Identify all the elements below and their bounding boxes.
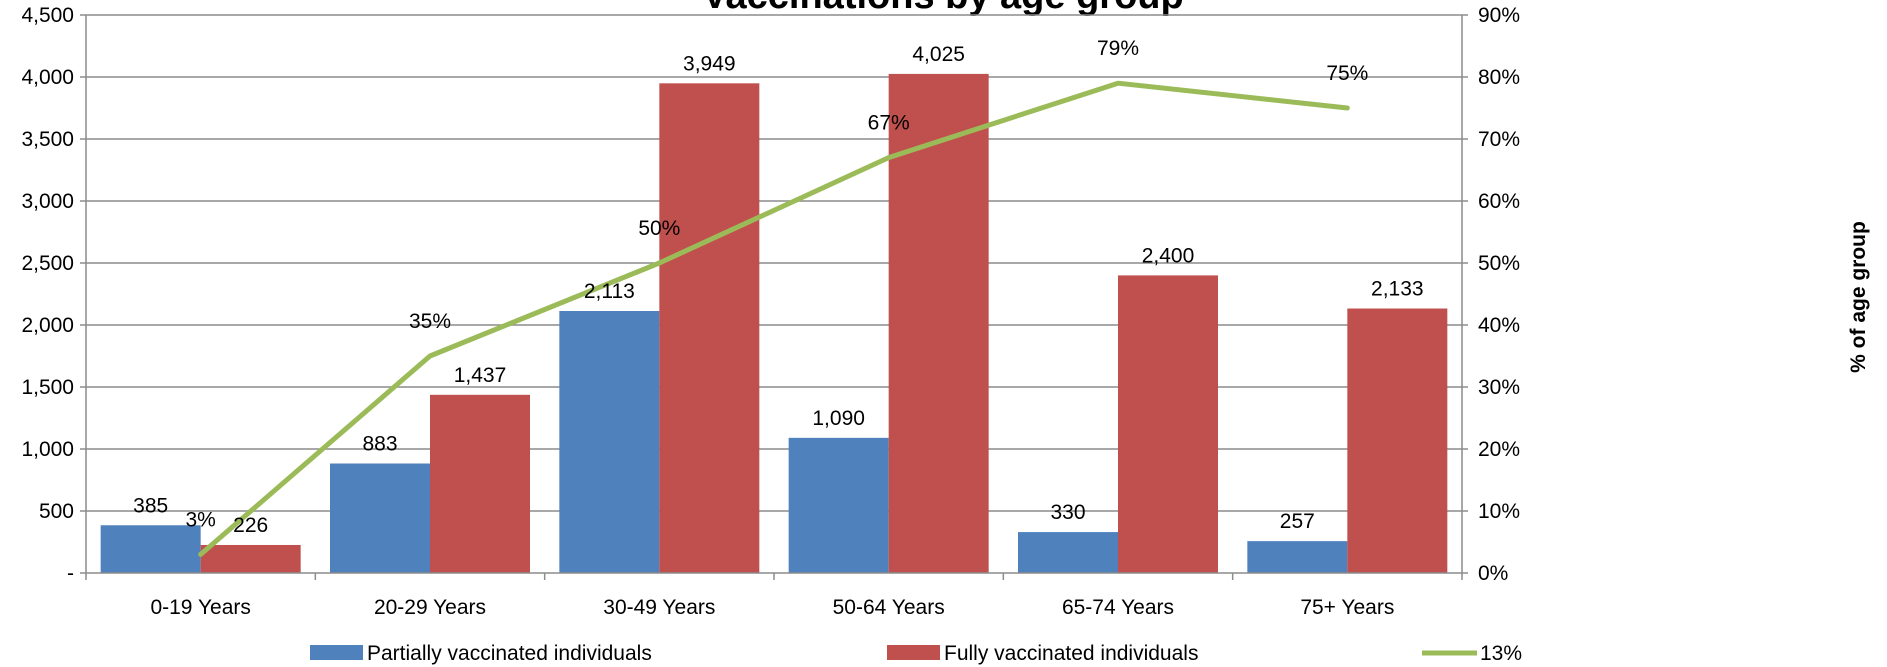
- x-tick-label: 20-29 Years: [374, 596, 486, 619]
- line-value-label: 35%: [409, 310, 451, 333]
- y2-tick-label: 60%: [1478, 190, 1520, 213]
- y2-tick-label: 10%: [1478, 500, 1520, 523]
- bar-value-label: 2,400: [1142, 244, 1195, 267]
- line-value-label: 3%: [185, 508, 215, 531]
- y2-tick-label: 20%: [1478, 438, 1520, 461]
- x-tick-label: 50-64 Years: [833, 596, 945, 619]
- bar-value-label: 1,090: [812, 407, 865, 430]
- line-series: [198, 80, 1350, 557]
- line-value-label: 79%: [1097, 37, 1139, 60]
- bar: [430, 394, 530, 573]
- gridlines: [86, 14, 1462, 512]
- bar: [200, 544, 301, 573]
- bar-value-label: 2,133: [1371, 278, 1424, 301]
- bar-value-label: 257: [1280, 510, 1315, 533]
- bar: [788, 437, 889, 573]
- x-tick-label: 30-49 Years: [603, 596, 715, 619]
- bar-value-label: 330: [1050, 501, 1085, 524]
- line-series-path: [198, 80, 1350, 557]
- bar-value-label: 4,025: [912, 43, 965, 66]
- y-tick-label: 3,500: [21, 128, 74, 151]
- bar: [888, 73, 989, 574]
- bar-value-label: 3,949: [683, 52, 736, 75]
- y-tick-label: 500: [39, 500, 74, 523]
- x-tick-label: 75+ Years: [1300, 596, 1394, 619]
- legend-label: 13%: [1480, 642, 1522, 665]
- y2-tick-label: 90%: [1478, 4, 1520, 27]
- y2-tick-label: 30%: [1478, 376, 1520, 399]
- axes: - 0% 500 10% 1,000 20% 1,500 30% 2,000 40% 2,500 50…: [21, 4, 1520, 619]
- y2-tick-label: 40%: [1478, 314, 1520, 337]
- legend-swatch: [887, 645, 940, 660]
- y-tick-label: 1,500: [21, 376, 74, 399]
- bar: [1118, 275, 1218, 573]
- line-value-label: 75%: [1326, 62, 1368, 85]
- bar-value-label: 385: [133, 494, 168, 517]
- bar-value-label: 226: [233, 514, 268, 537]
- bar-value-label: 883: [362, 433, 397, 456]
- bar-series: [100, 73, 1448, 574]
- bar-value-label: 2,113: [584, 280, 635, 303]
- bar-value-label: 1,437: [454, 364, 507, 387]
- y-tick-label: -: [67, 562, 74, 585]
- y-tick-label: 1,000: [21, 438, 74, 461]
- line-value-label: 67%: [868, 112, 910, 135]
- legend-label: Fully vaccinated individuals: [944, 642, 1198, 665]
- y2-tick-label: 0%: [1478, 562, 1508, 585]
- y2-tick-label: 70%: [1478, 128, 1520, 151]
- data-labels: 385 883 2,113 1,090 330 257 226 1,437 3,949 4,025…: [133, 37, 1423, 537]
- chart-title: Vaccinations by age group: [702, 0, 1183, 17]
- x-tick-label: 65-74 Years: [1062, 596, 1174, 619]
- bar: [1347, 308, 1448, 573]
- bar: [659, 83, 760, 573]
- y-tick-label: 4,500: [21, 4, 74, 27]
- y-tick-label: 3,000: [21, 190, 74, 213]
- y2-tick-label: 80%: [1478, 66, 1520, 89]
- bar: [100, 525, 201, 573]
- legend-swatch: [310, 645, 363, 660]
- legend-label: Partially vaccinated individuals: [367, 642, 652, 665]
- y-tick-label: 2,000: [21, 314, 74, 337]
- y-tick-label: 4,000: [21, 66, 74, 89]
- line-value-label: 50%: [638, 217, 680, 240]
- x-tick-label: 0-19 Years: [150, 596, 250, 619]
- y2-tick-label: 50%: [1478, 252, 1520, 275]
- bar: [1018, 532, 1118, 573]
- bar: [1247, 541, 1348, 573]
- y2-axis-label: % of age group: [1847, 221, 1870, 373]
- y-tick-label: 2,500: [21, 252, 74, 275]
- bar: [559, 310, 660, 573]
- legend: Partially vaccinated individuals Fully va…: [310, 642, 1522, 665]
- bar: [330, 463, 430, 573]
